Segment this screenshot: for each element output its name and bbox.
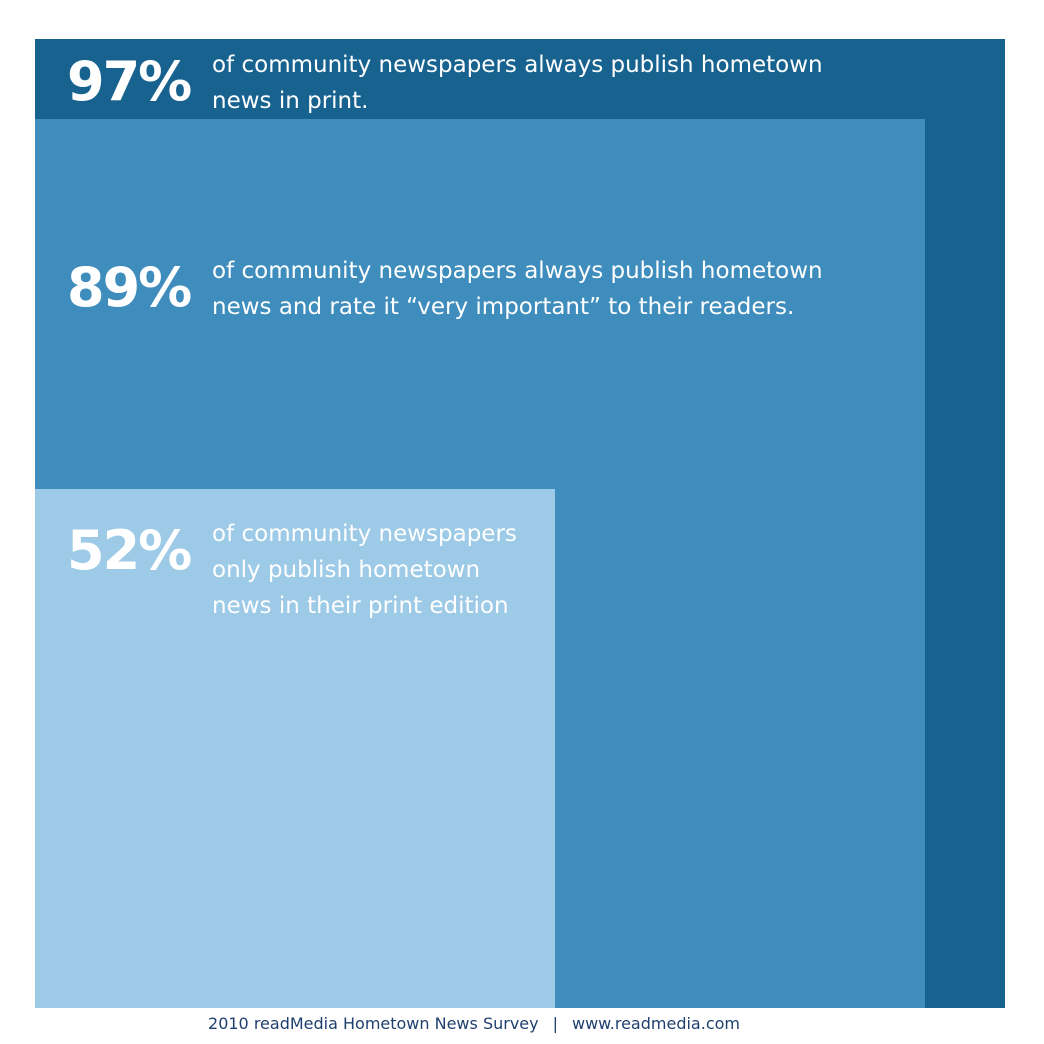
bar-52-percent: 52% of community newspapers only publish… bbox=[35, 489, 555, 1008]
description-52-line-3: news in their print edition bbox=[212, 593, 509, 619]
source-text: 2010 readMedia Hometown News Survey bbox=[208, 1014, 539, 1033]
description-97-line-2: news in print. bbox=[212, 88, 369, 114]
description-89-line-2: news and rate it “very important” to the… bbox=[212, 294, 795, 320]
description-52-line-2: only publish hometown bbox=[212, 557, 481, 583]
description-97-line-1: of community newspapers always publish h… bbox=[212, 52, 823, 78]
description-89-line-1: of community newspapers always publish h… bbox=[212, 258, 823, 284]
value-label-89: 89% bbox=[67, 256, 192, 319]
value-label-52: 52% bbox=[67, 519, 192, 582]
value-label-97: 97% bbox=[67, 50, 192, 113]
description-97: of community newspapers always publish h… bbox=[212, 47, 823, 119]
description-52: of community newspapers only publish hom… bbox=[212, 516, 517, 624]
source-url: www.readmedia.com bbox=[571, 1014, 740, 1033]
description-89: of community newspapers always publish h… bbox=[212, 253, 823, 325]
description-52-line-1: of community newspapers bbox=[212, 521, 517, 547]
source-footer: 2010 readMedia Hometown News Survey | www.… bbox=[0, 1012, 948, 1036]
footer-separator: | bbox=[552, 1014, 558, 1033]
